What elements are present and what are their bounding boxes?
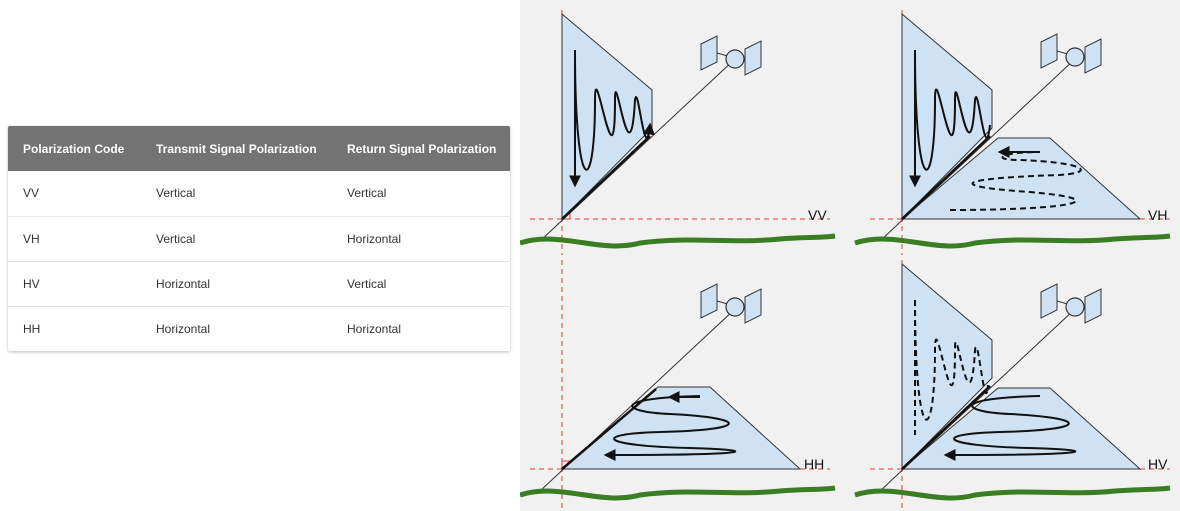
polarization-diagrams: VV VH — [520, 0, 1180, 511]
diagram-panel-hh: HH — [520, 255, 850, 511]
table-row: HH Horizontal Horizontal — [8, 306, 510, 351]
panel-label-hv: HV — [1148, 456, 1168, 472]
panel-label-hh: HH — [804, 456, 824, 472]
diagram-canvas: VV VH — [520, 0, 1180, 511]
cell-transmit: Horizontal — [156, 276, 211, 291]
polarization-table-card: Polarization Code Transmit Signal Polari… — [8, 126, 510, 351]
table-row: HV Horizontal Vertical — [8, 261, 510, 306]
header-return-polarization: Return Signal Polarization — [347, 141, 497, 156]
panel-label-vh: VH — [1148, 207, 1167, 223]
header-transmit-polarization: Transmit Signal Polarization — [156, 141, 317, 156]
table-row: VH Vertical Horizontal — [8, 216, 510, 261]
cell-return: Vertical — [347, 186, 387, 201]
header-polarization-code: Polarization Code — [23, 141, 125, 156]
cell-return: Vertical — [347, 276, 387, 291]
cell-code: HV — [23, 276, 40, 291]
polarization-table: Polarization Code Transmit Signal Polari… — [8, 126, 510, 351]
panel-label-vv: VV — [808, 207, 827, 223]
diagram-panel-vv: VV — [520, 0, 850, 255]
diagram-panel-hv: HV — [850, 255, 1180, 511]
diagram-panel-vh: VH — [850, 0, 1180, 255]
cell-return: Horizontal — [347, 231, 402, 246]
cell-transmit: Vertical — [156, 186, 196, 201]
cell-code: HH — [23, 321, 41, 336]
cell-return: Horizontal — [347, 321, 402, 336]
table-header-row: Polarization Code Transmit Signal Polari… — [8, 126, 510, 171]
cell-transmit: Horizontal — [156, 321, 211, 336]
cell-transmit: Vertical — [156, 231, 196, 246]
cell-code: VH — [23, 231, 40, 246]
table-row: VV Vertical Vertical — [8, 171, 510, 216]
cell-code: VV — [23, 186, 40, 201]
